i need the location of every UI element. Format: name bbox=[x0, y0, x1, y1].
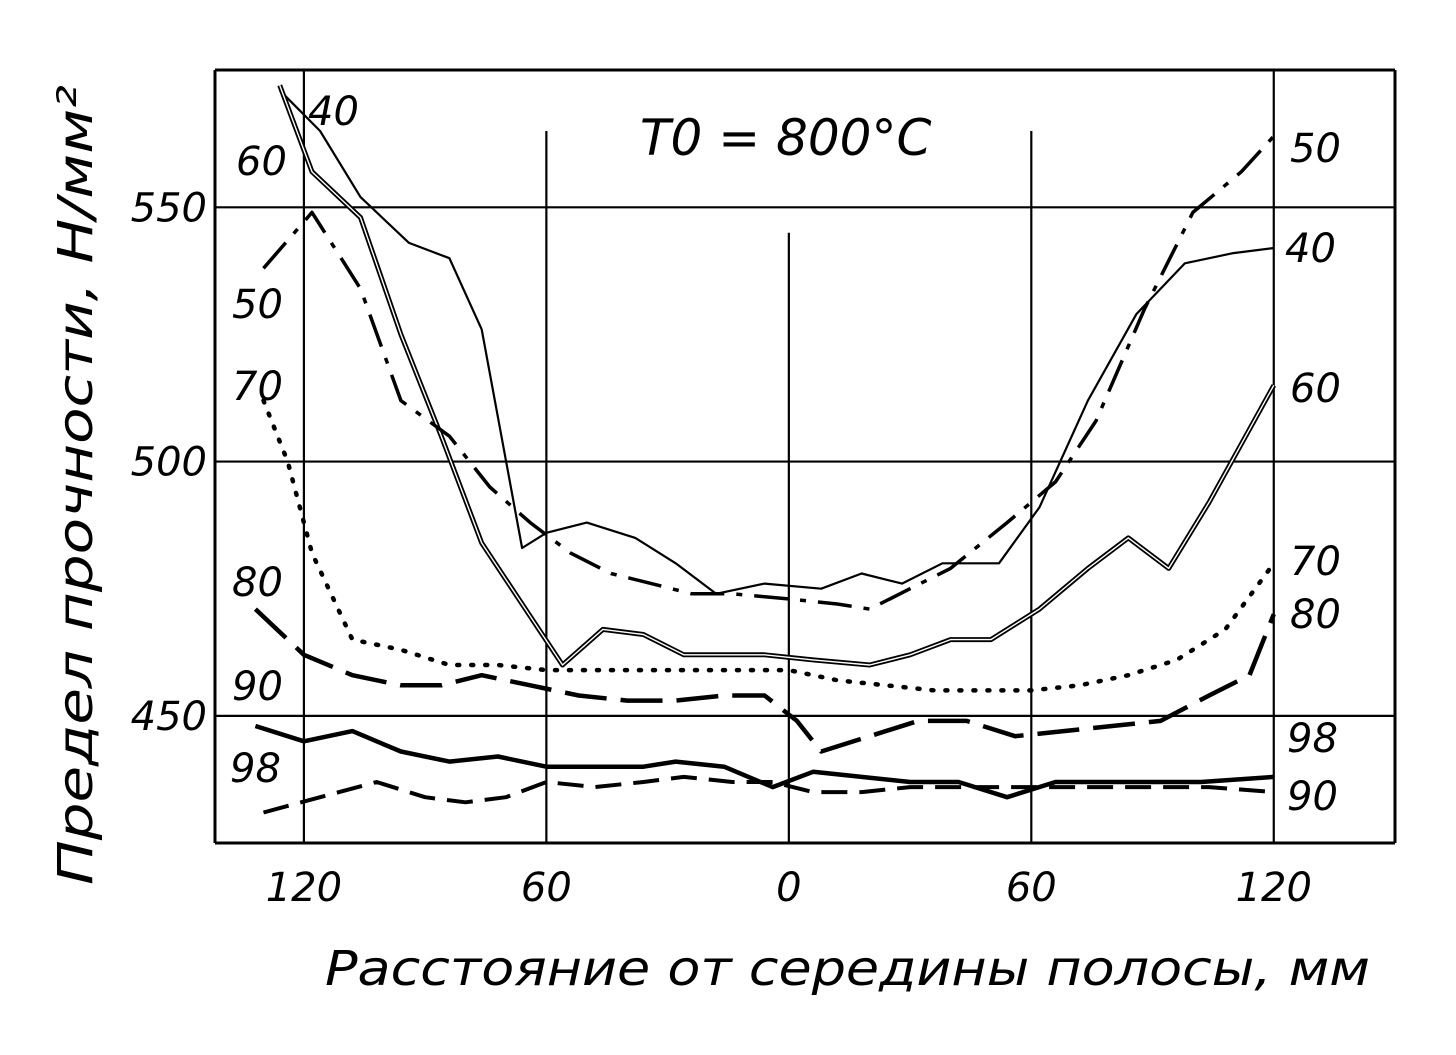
temperature-annotation: T0 = 800°C bbox=[640, 109, 931, 167]
series-label-right-90: 90 bbox=[1287, 774, 1338, 820]
series-label-right-50: 50 bbox=[1290, 126, 1341, 172]
plot-frame bbox=[213, 68, 1397, 845]
tick-labels: 120 60 0 60 120 550 500 450 bbox=[131, 185, 1312, 911]
y-tick-label: 500 bbox=[131, 440, 207, 486]
grid bbox=[215, 70, 1395, 843]
x-tick-label: 0 bbox=[776, 865, 801, 911]
x-tick-label: 60 bbox=[1006, 865, 1057, 911]
series-line-70 bbox=[261, 398, 1277, 693]
series-line-98 bbox=[254, 723, 1274, 800]
series-label-right-60: 60 bbox=[1290, 366, 1341, 412]
series-label-left-80: 80 bbox=[232, 560, 283, 606]
x-axis-title: Расстояние от середины полосы, мм bbox=[325, 941, 1370, 997]
series-label-left-70: 70 bbox=[232, 364, 283, 410]
series-label-right-40: 40 bbox=[1285, 226, 1336, 272]
x-tick-label: 60 bbox=[521, 865, 572, 911]
y-axis-title: Предел прочности, Н/мм² bbox=[48, 85, 104, 885]
y-tick-label: 450 bbox=[131, 694, 207, 740]
series-line-80 bbox=[253, 607, 1276, 754]
series-labels: 40 40 60 60 50 50 70 70 80 80 90 90 98 98 bbox=[230, 89, 1341, 820]
x-tick-label: 120 bbox=[1236, 865, 1312, 911]
series-label-left-50: 50 bbox=[232, 282, 283, 328]
series-label-left-60: 60 bbox=[236, 139, 287, 185]
series-label-left-40: 40 bbox=[308, 89, 359, 135]
series-group bbox=[253, 84, 1277, 815]
series-label-right-98: 98 bbox=[1287, 716, 1338, 762]
series-line-60-inner bbox=[279, 85, 1275, 666]
series-label-left-98: 98 bbox=[230, 746, 281, 792]
series-line-60 bbox=[277, 84, 1276, 668]
series-label-left-90: 90 bbox=[232, 664, 283, 710]
series-label-right-80: 80 bbox=[1290, 592, 1341, 638]
series-line-90 bbox=[262, 774, 1274, 815]
series-line-50 bbox=[262, 134, 1276, 611]
y-tick-label: 550 bbox=[131, 185, 207, 231]
x-tick-label: 120 bbox=[266, 865, 342, 911]
series-label-right-70: 70 bbox=[1290, 539, 1341, 585]
series-line-40 bbox=[278, 89, 1274, 595]
